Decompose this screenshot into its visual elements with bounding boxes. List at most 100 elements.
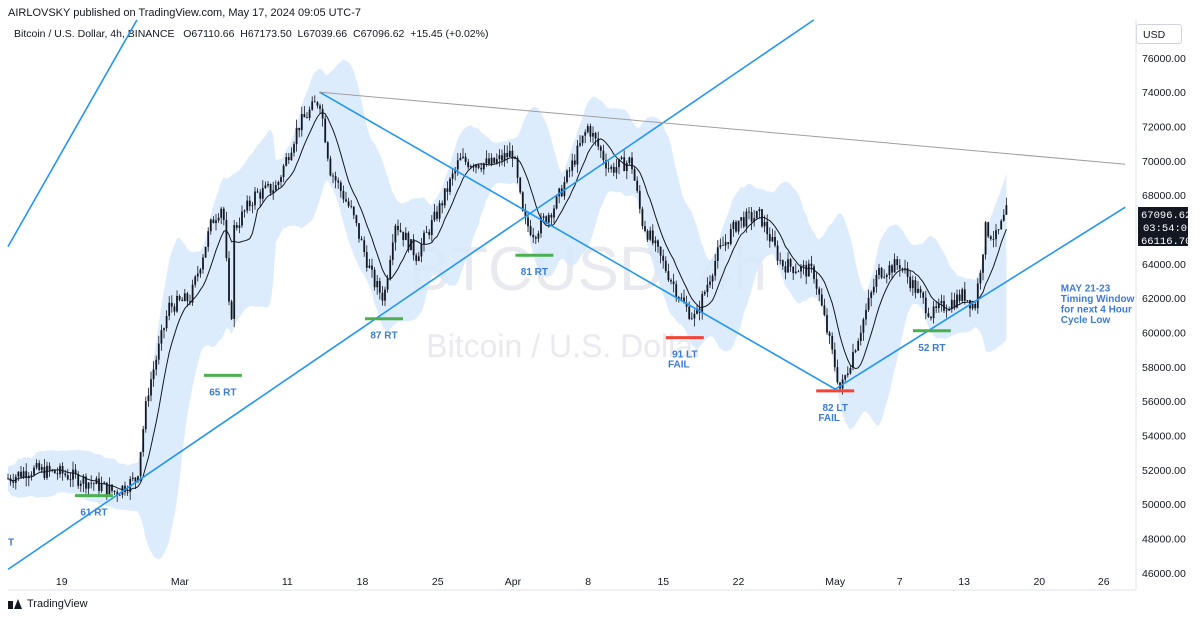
candle-body bbox=[732, 221, 735, 230]
candle-body bbox=[719, 245, 722, 248]
candle-body bbox=[932, 306, 935, 319]
candle-body bbox=[950, 299, 953, 310]
candle-body bbox=[467, 161, 470, 168]
marker-label: 81 RT bbox=[521, 267, 548, 278]
candle-body bbox=[277, 181, 280, 186]
marker-label: 82 LT bbox=[823, 403, 848, 414]
candle-body bbox=[584, 132, 587, 136]
candle-body bbox=[784, 266, 787, 273]
y-tick-label: 58000.00 bbox=[1142, 362, 1186, 374]
candle-body bbox=[524, 210, 527, 218]
candle-body bbox=[992, 239, 995, 240]
candle-body bbox=[298, 127, 301, 131]
moving-average bbox=[7, 112, 1007, 492]
last-price-tag bbox=[1138, 207, 1188, 221]
candle-body bbox=[321, 108, 324, 119]
candle-body bbox=[670, 280, 672, 282]
candle-body bbox=[776, 245, 779, 261]
candle-body bbox=[789, 259, 792, 267]
candle-body bbox=[329, 158, 332, 176]
candle-body bbox=[701, 294, 704, 313]
y-tick-label: 46000.00 bbox=[1142, 568, 1186, 580]
candle-body bbox=[654, 240, 657, 244]
y-tick-label: 60000.00 bbox=[1142, 327, 1186, 339]
candle-body bbox=[646, 230, 649, 240]
candle-body bbox=[334, 176, 337, 181]
candle-body bbox=[516, 158, 519, 178]
candle-body bbox=[737, 220, 740, 232]
x-tick-label: Apr bbox=[505, 576, 522, 588]
candle-body bbox=[176, 295, 178, 312]
candle-body bbox=[589, 126, 592, 137]
x-tick-label: 18 bbox=[357, 576, 369, 588]
candle-body bbox=[683, 297, 685, 303]
candle-body bbox=[217, 217, 220, 221]
candle-body bbox=[750, 212, 753, 222]
candle-body bbox=[802, 264, 805, 267]
candle-body bbox=[631, 157, 633, 170]
candle-body bbox=[768, 234, 771, 242]
candle-body bbox=[17, 471, 20, 477]
candle-body bbox=[196, 273, 199, 277]
candle-body bbox=[800, 266, 802, 272]
candle-body bbox=[620, 157, 623, 159]
candle-body bbox=[870, 292, 873, 298]
y-tick-label: 64000.00 bbox=[1142, 259, 1186, 271]
candle-body bbox=[85, 476, 87, 489]
candle-body bbox=[384, 289, 386, 301]
candle-body bbox=[984, 222, 987, 255]
candle-body bbox=[846, 373, 849, 376]
x-axis-ticks: 19 Mar 11 18 25 Apr 8 15 22 May 7 13 20 26 bbox=[56, 576, 1110, 588]
price-chart[interactable]: BTCUSD, 4h Bitcoin / U.S. Dollar 61 RT65… bbox=[0, 0, 1200, 600]
candle-body bbox=[347, 201, 350, 207]
trendline-upper_channel bbox=[7, 19, 138, 248]
candle-body bbox=[774, 236, 776, 246]
candle-body bbox=[573, 160, 576, 165]
candle-body bbox=[888, 265, 891, 275]
candle-body bbox=[365, 252, 368, 268]
candle-body bbox=[46, 465, 48, 478]
candle-body bbox=[914, 280, 917, 293]
axes: 76000.00 74000.00 72000.00 70000.00 68000.00… bbox=[8, 20, 1186, 591]
candle-body bbox=[893, 259, 896, 273]
candle-body bbox=[248, 200, 251, 207]
candle-body bbox=[878, 267, 880, 275]
candle-body bbox=[74, 469, 77, 474]
candle-body bbox=[303, 114, 306, 118]
symbol-name: Bitcoin / U.S. Dollar, 4h, BINANCE bbox=[14, 28, 175, 40]
candle-body bbox=[155, 359, 158, 370]
edge-label: T bbox=[8, 537, 14, 548]
candle-body bbox=[592, 132, 594, 137]
ma-price-tag bbox=[1138, 233, 1188, 246]
candle-body bbox=[165, 316, 168, 329]
candle-body bbox=[506, 152, 509, 157]
candle-body bbox=[287, 157, 290, 161]
candle-body bbox=[425, 231, 428, 233]
candle-body bbox=[857, 341, 860, 351]
candle-body bbox=[134, 477, 137, 482]
candle-body bbox=[53, 469, 56, 474]
candle-body bbox=[105, 482, 108, 496]
candle-body bbox=[269, 183, 272, 193]
candle-body bbox=[168, 302, 171, 317]
candle-body bbox=[612, 166, 615, 173]
candle-body bbox=[433, 211, 436, 221]
candle-body bbox=[740, 217, 743, 221]
candles bbox=[7, 95, 1008, 502]
candle-body bbox=[259, 192, 262, 199]
candle-body bbox=[163, 328, 165, 331]
candle-body bbox=[745, 211, 748, 227]
candle-body bbox=[649, 230, 652, 240]
candle-body bbox=[308, 109, 311, 118]
candle-body bbox=[420, 243, 423, 257]
candle-body bbox=[724, 242, 727, 246]
candle-body bbox=[833, 349, 836, 368]
candle-body bbox=[906, 268, 909, 277]
candle-body bbox=[581, 135, 584, 144]
publisher-line: AIRLOVSKY published on TradingView.com, … bbox=[8, 7, 362, 19]
x-tick-label: 8 bbox=[585, 576, 591, 588]
candle-body bbox=[181, 299, 184, 302]
currency-selector[interactable]: USD bbox=[1136, 24, 1182, 44]
candle-body bbox=[501, 155, 503, 161]
